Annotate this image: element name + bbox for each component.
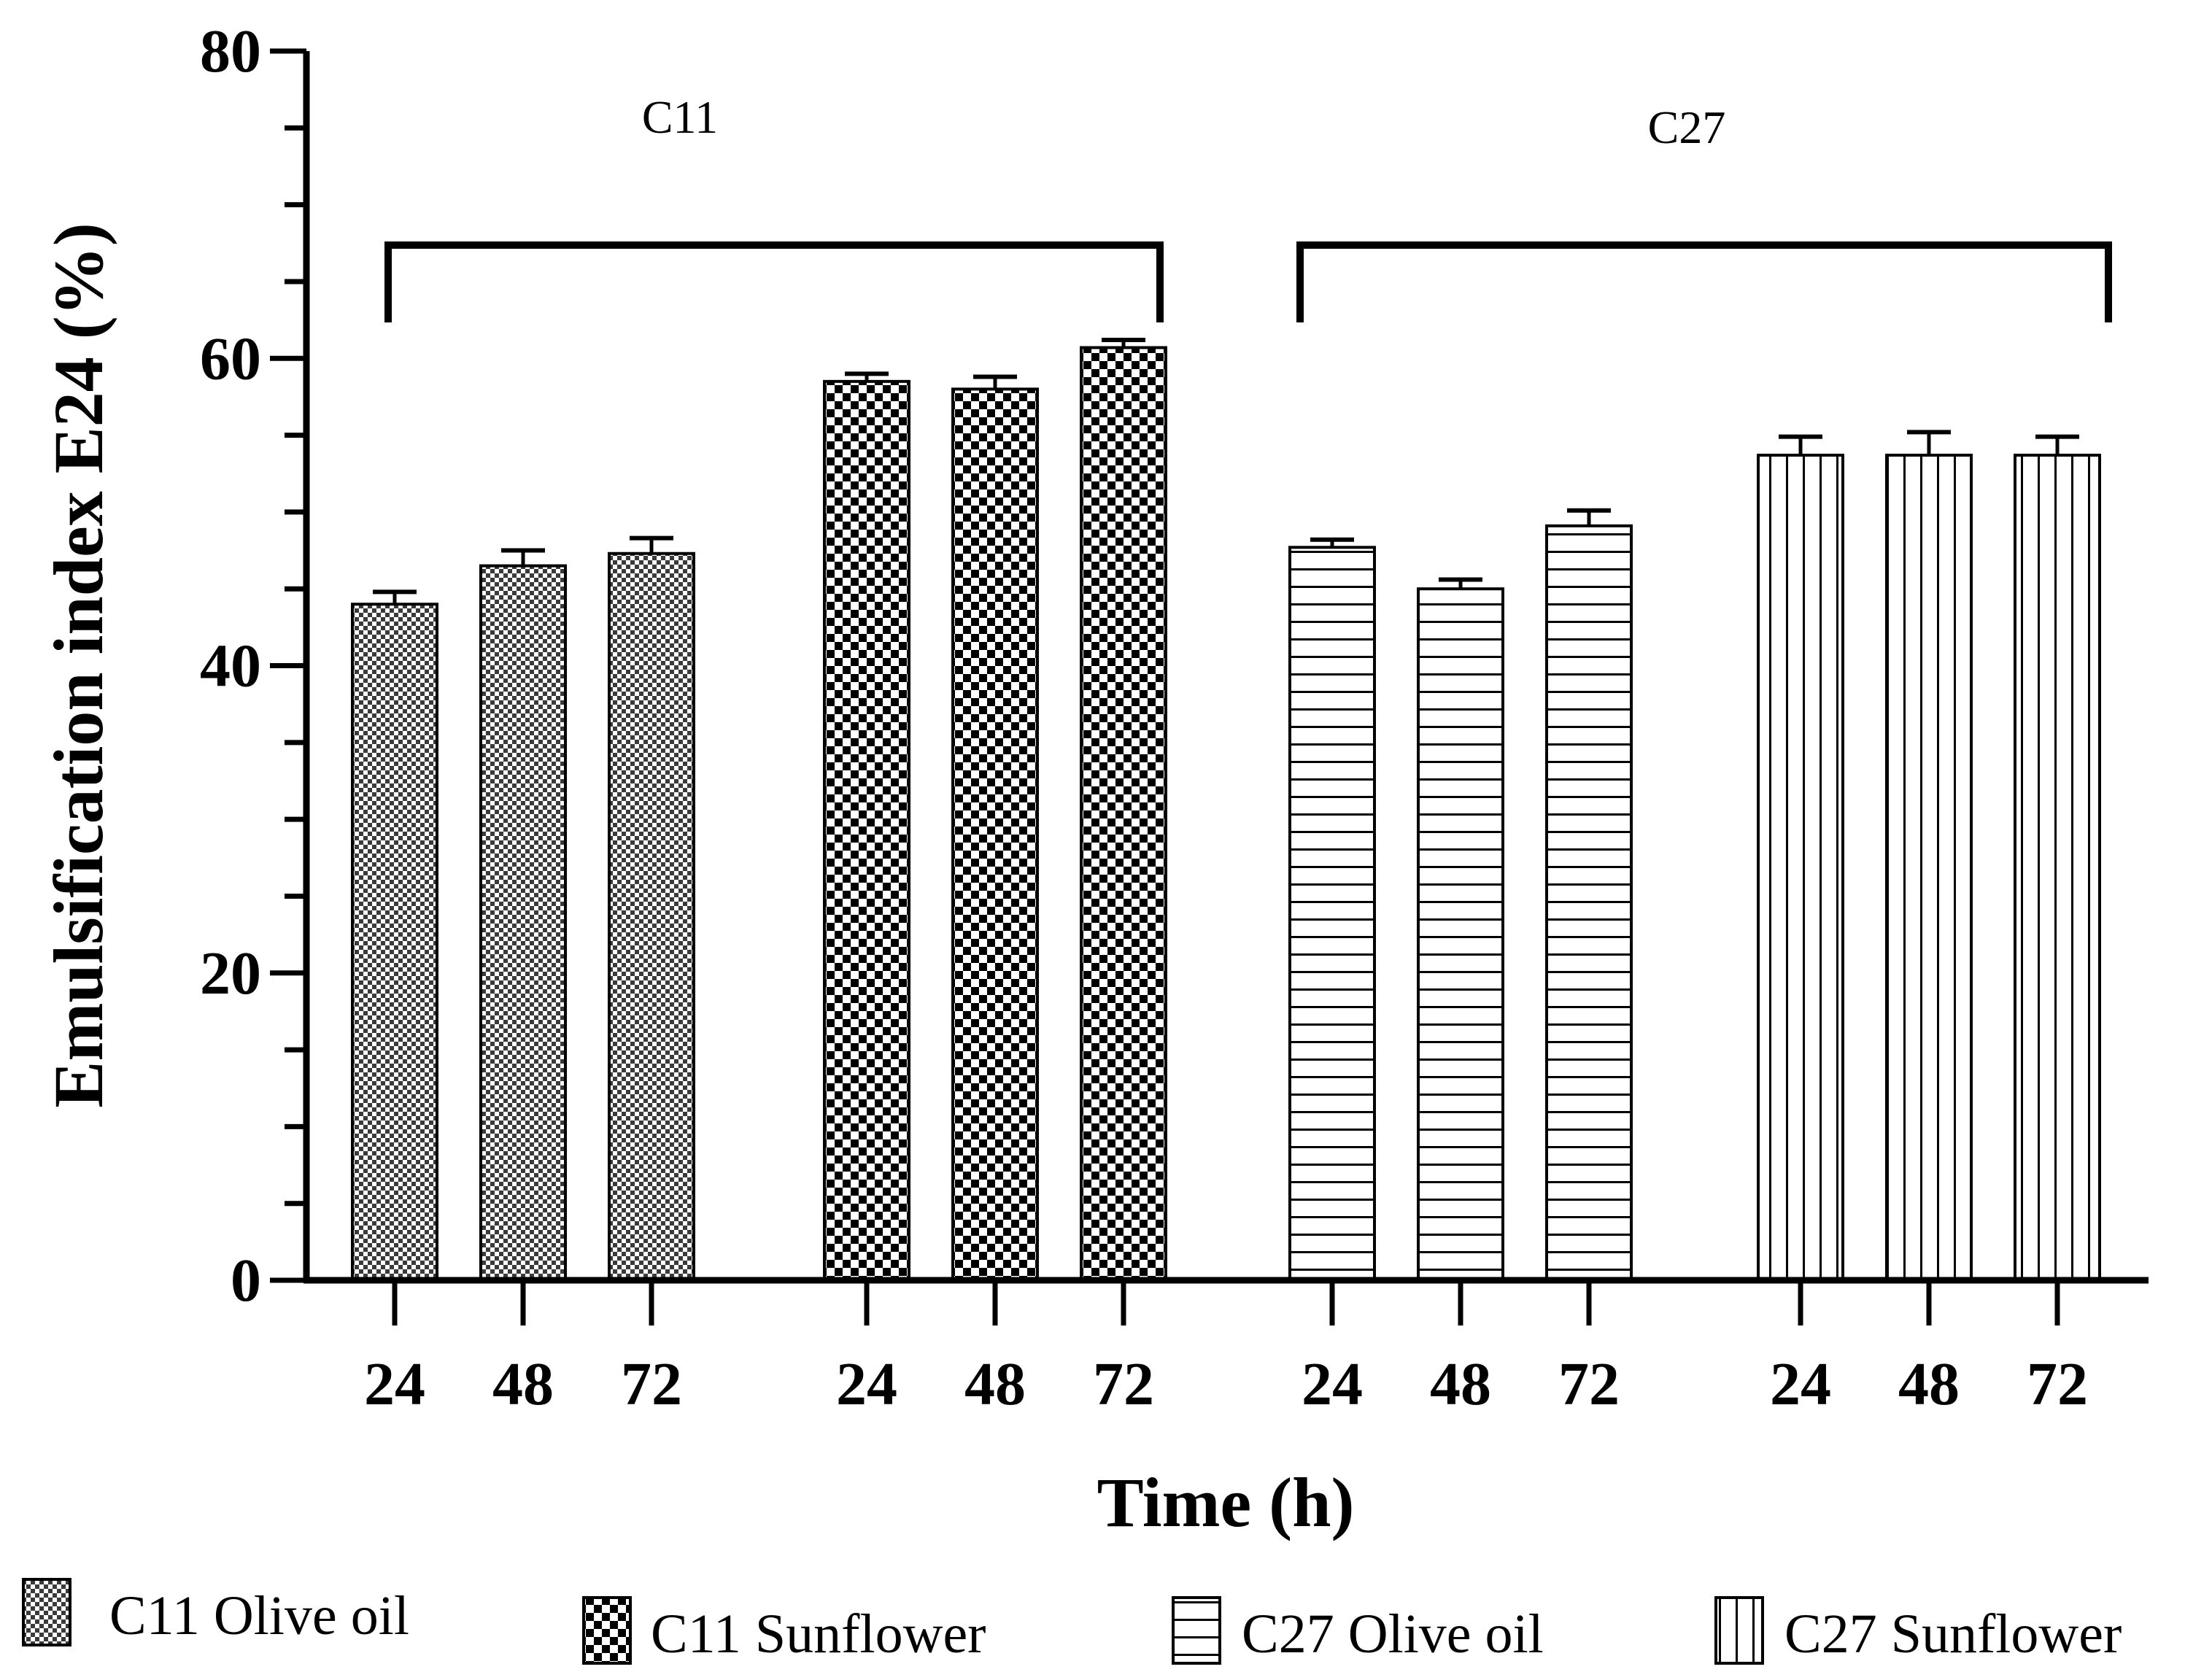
x-tick-label: 72 — [1558, 1350, 1620, 1418]
x-tick-label: 72 — [2027, 1350, 2088, 1418]
bar — [1417, 587, 1504, 1282]
legend-label: C11 Olive oil — [109, 1585, 409, 1646]
legend-label: C11 Sunflower — [651, 1603, 986, 1665]
x-ticks: 24 48 72 24 48 72 24 48 72 24 48 72 — [364, 1280, 2088, 1418]
y-tick-label: 0 — [231, 1247, 261, 1315]
group-label: C27 — [1648, 101, 1726, 153]
axes — [303, 51, 2149, 1284]
bar — [1545, 524, 1633, 1282]
legend-swatch — [22, 1578, 71, 1646]
y-tick-label: 60 — [200, 325, 261, 392]
bars — [351, 337, 2101, 1282]
x-tick-label: 48 — [1430, 1350, 1491, 1418]
bar — [479, 564, 567, 1282]
bar — [1080, 346, 1167, 1282]
legend-swatch — [582, 1596, 632, 1665]
bar — [1885, 453, 1973, 1282]
x-tick-label: 24 — [1302, 1350, 1363, 1418]
y-ticks: 0 20 40 60 80 — [200, 18, 306, 1315]
x-tick-label: 72 — [1093, 1350, 1154, 1418]
bar — [608, 551, 695, 1282]
legend-label: C27 Olive oil — [1242, 1603, 1544, 1665]
y-axis-title: Emulsification index E24 (%) — [39, 222, 117, 1107]
x-tick-label: 24 — [364, 1350, 425, 1418]
legend-label: C27 Sunflower — [1784, 1603, 2122, 1665]
x-axis-title: Time (h) — [1097, 1463, 1355, 1541]
y-tick-label: 40 — [200, 632, 261, 700]
x-tick-label: 24 — [836, 1350, 897, 1418]
group-bracket — [1296, 241, 2112, 322]
bar — [951, 387, 1039, 1282]
bar — [1757, 453, 1844, 1282]
x-tick-label: 48 — [964, 1350, 1026, 1418]
y-tick-label: 20 — [200, 940, 261, 1007]
bar — [1288, 546, 1376, 1282]
bar — [2014, 453, 2101, 1282]
y-tick-label: 80 — [200, 18, 261, 85]
x-tick-label: 72 — [621, 1350, 682, 1418]
group-bracket — [384, 241, 1164, 322]
bar — [351, 603, 438, 1282]
legend: C11 Olive oil C11 Sunflower C27 Olive oil C… — [22, 1578, 2122, 1665]
x-tick-label: 48 — [1898, 1350, 1960, 1418]
x-tick-label: 24 — [1770, 1350, 1831, 1418]
x-tick-label: 48 — [492, 1350, 554, 1418]
legend-swatch — [1172, 1596, 1221, 1665]
legend-swatch — [1714, 1596, 1764, 1665]
bar — [823, 379, 910, 1282]
group-label: C11 — [642, 91, 718, 143]
group-brackets: C11 C27 — [384, 91, 2112, 322]
